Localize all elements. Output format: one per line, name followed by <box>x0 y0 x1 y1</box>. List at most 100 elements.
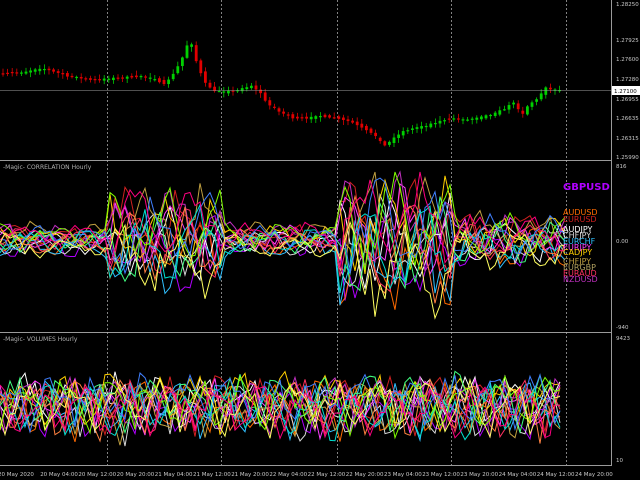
candle-body <box>438 120 442 124</box>
candle-body <box>378 137 382 142</box>
candle-body <box>452 118 456 120</box>
time-axis-label: 23 May 04:00 <box>384 472 422 478</box>
correlation-series-line <box>0 203 566 293</box>
candle-body <box>52 69 55 72</box>
candle-body <box>346 119 350 122</box>
candle-body <box>447 118 451 120</box>
candle-body <box>351 120 354 123</box>
correlation-symbol-label: EURGBP <box>563 263 596 272</box>
correlation-symbol-label: AUDJPY <box>563 225 592 234</box>
correlation-lines <box>0 170 566 320</box>
time-axis-label: 24 May 12:00 <box>537 472 575 478</box>
candle-body <box>61 73 65 75</box>
candle-body <box>75 76 78 79</box>
candle-body <box>6 72 9 75</box>
candle-body <box>277 108 281 112</box>
candle-body <box>47 68 51 71</box>
candle-body <box>273 106 276 108</box>
candle-body <box>194 45 198 62</box>
volume-series-line <box>0 384 561 440</box>
volume-series-line <box>0 370 561 435</box>
candle-body <box>530 102 534 107</box>
price-axis-label: 1.25990 <box>616 155 639 161</box>
time-axis-label: 20 May 12:00 <box>78 472 116 478</box>
candle-body <box>535 99 538 102</box>
candle-body <box>466 119 469 121</box>
candle-body <box>429 123 433 128</box>
candle-body <box>185 45 189 58</box>
volumes-axis-min: 10 <box>616 458 623 464</box>
candle-body <box>475 117 479 120</box>
candle-body <box>217 90 221 93</box>
candle-body <box>70 75 74 78</box>
time-axis-label: 21 May 20:00 <box>231 472 269 478</box>
candle-body <box>434 123 437 125</box>
candle-body <box>222 91 226 93</box>
correlation-series-line <box>0 194 566 304</box>
candle-body <box>360 123 364 128</box>
candle-body <box>259 89 262 94</box>
correlation-series-line <box>0 220 566 320</box>
candle-body <box>148 77 152 79</box>
candle-body <box>526 106 529 115</box>
candle-body <box>300 117 304 119</box>
volumes-pane[interactable]: -Magic- VOLUMES Hourly 9423 10 <box>0 336 630 464</box>
candle-body <box>171 73 175 80</box>
candle-body <box>549 87 552 90</box>
candle-body <box>392 137 396 143</box>
candle-body <box>332 117 336 119</box>
candlesticks[interactable] <box>1 40 561 148</box>
candle-body <box>461 119 465 121</box>
price-axis-label: 1.27280 <box>616 77 639 83</box>
price-pane[interactable]: 1.28250 1.27925 1.27600 1.27280 1.26955 … <box>0 2 640 161</box>
candle-body <box>337 116 341 119</box>
candle-body <box>181 57 184 67</box>
volume-series-line <box>0 374 561 440</box>
candle-body <box>84 78 88 80</box>
candle-body <box>314 116 318 119</box>
correlation-symbol-label: EURJPY <box>563 243 591 252</box>
candle-body <box>374 132 377 137</box>
price-axis-label: 1.27600 <box>616 57 639 63</box>
candle-body <box>415 127 419 129</box>
time-axis-label: 23 May 12:00 <box>422 472 460 478</box>
time-axis-label: 20 May 20:00 <box>117 472 155 478</box>
candle-body <box>420 126 423 129</box>
time-axis-label: 22 May 20:00 <box>346 472 384 478</box>
current-price-label: 1.27100 <box>614 89 637 95</box>
candle-body <box>498 110 502 115</box>
candle-body <box>130 75 134 78</box>
candle-body <box>305 116 308 119</box>
candle-body <box>470 118 474 120</box>
candle-body <box>539 93 543 100</box>
candle-body <box>116 77 120 79</box>
candle-body <box>162 79 166 85</box>
candle-body <box>263 92 267 101</box>
price-axis-label: 1.28250 <box>616 2 639 8</box>
candle-body <box>411 128 414 130</box>
candle-body <box>20 72 23 74</box>
candle-body <box>167 79 170 85</box>
correlation-symbol-label: EURAUD <box>563 269 597 278</box>
correlation-symbol-label: EURCHF <box>563 237 596 246</box>
time-axis-label: 22 May 04:00 <box>269 472 307 478</box>
candle-body <box>112 77 115 81</box>
candle-body <box>102 78 106 81</box>
correlation-symbol-label: EURUSD <box>563 215 597 224</box>
candle-body <box>443 120 446 122</box>
correlation-pane[interactable]: -Magic- CORRELATION Hourly GBPUSDAUDUSDE… <box>0 164 629 331</box>
correlation-series-line <box>0 171 566 269</box>
candle-body <box>250 85 253 89</box>
candle-body <box>489 114 492 117</box>
candle-body <box>291 114 295 119</box>
candle-body <box>521 110 525 114</box>
candle-body <box>383 141 387 146</box>
candle-body <box>43 68 46 71</box>
candle-body <box>397 134 400 138</box>
volumes-pane-title: -Magic- VOLUMES Hourly <box>3 336 78 343</box>
candle-body <box>254 85 258 90</box>
volume-series-line <box>0 374 561 437</box>
candle-body <box>227 90 230 94</box>
correlation-series-line <box>0 217 566 310</box>
